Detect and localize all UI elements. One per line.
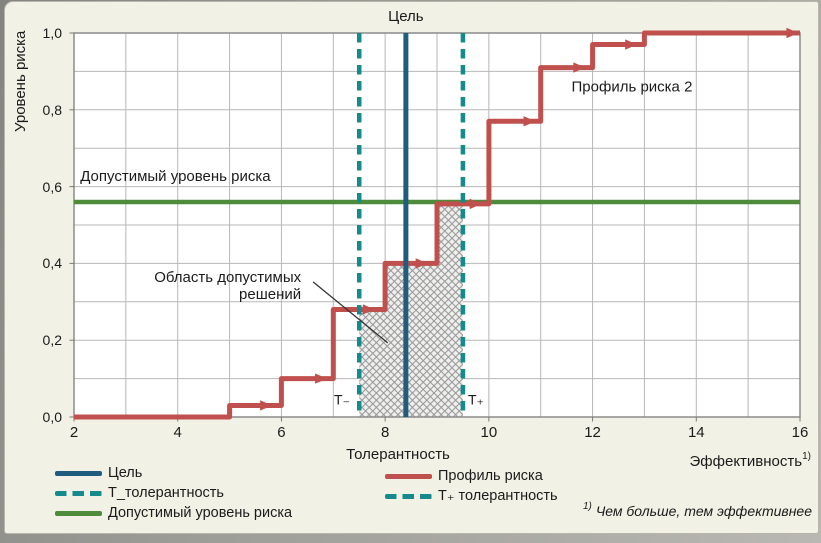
t-minus-label: Т₋ [334, 391, 350, 408]
plot-border [73, 32, 801, 418]
legend-swatch-solid [385, 473, 432, 479]
x-tick-label: 10 [480, 424, 498, 441]
legend-label: Допустимый уровень риска [108, 505, 293, 521]
x-tick-label: 16 [791, 424, 809, 441]
legend-left-column: Цель Т_толерантность Допустимый уровень ри… [55, 463, 292, 523]
y-axis-title: Уровень риска [12, 30, 29, 132]
y-tick-label: 0,2 [42, 332, 62, 349]
x-tick-label: 2 [69, 424, 79, 441]
goal-label: Цель [388, 8, 424, 25]
legend-swatch-solid [55, 470, 102, 476]
x-tick-label: 8 [380, 424, 390, 441]
region-label-line2: решений [239, 286, 302, 304]
region-label-line1: Область допустимых [154, 269, 302, 287]
legend-swatch-solid [55, 510, 102, 516]
legend-swatch-dashed [55, 490, 102, 496]
leader-line [312, 281, 389, 344]
legend-label: Т_толерантность [108, 485, 224, 501]
legend-right-column: Профиль риска Т₊ толерантность [385, 466, 558, 506]
risk-profile-line [74, 30, 800, 420]
legend-item: Допустимый уровень риска [55, 503, 292, 523]
y-tick-label: 0,6 [42, 178, 62, 195]
legend-item: Цель [55, 463, 292, 483]
x-tick-label: 14 [687, 424, 705, 441]
y-tick-label: 0,8 [42, 101, 62, 118]
legend-item: Т₊ толерантность [385, 486, 558, 506]
legend-item: Профиль риска [385, 466, 558, 486]
y-tick-label: 1,0 [42, 25, 62, 41]
x-axis-secondary-title-sup: 1) [802, 451, 811, 462]
footnote: 1) Чем больше, тем эффективнее [582, 501, 812, 519]
footnote-marker: 1) [582, 501, 592, 513]
t-plus-label: Т₊ [468, 391, 484, 408]
risk-profile-arrows [260, 27, 799, 411]
legend-item: Т_толерантность [55, 483, 292, 503]
y-tick-label: 0,4 [42, 255, 62, 272]
series-label: Профиль риска 2 [571, 78, 693, 96]
legend-label: Цель [108, 465, 143, 481]
x-tick-label: 12 [584, 424, 601, 441]
y-tick-label: 0,0 [42, 409, 62, 425]
legend-swatch-dashed [385, 493, 432, 499]
chart-canvas [69, 27, 801, 422]
plot-area: Допустимый уровень риска Профиль риска 2… [69, 27, 801, 422]
region-label: Область допустимых решений [154, 269, 301, 303]
x-axis-title: Толерантность [346, 446, 450, 463]
x-tick-label: 4 [173, 424, 182, 441]
footnote-text: Чем больше, тем эффективнее [595, 503, 812, 519]
x-tick-label: 6 [277, 424, 286, 441]
x-axis-secondary-title-text: Эффективность [689, 453, 803, 470]
x-axis-secondary-title: Эффективность1) [689, 451, 811, 471]
acceptable-risk-label: Допустимый уровень риска [80, 167, 271, 185]
legend-label: Т₊ толерантность [438, 488, 558, 504]
legend-label: Профиль риска [438, 468, 543, 484]
